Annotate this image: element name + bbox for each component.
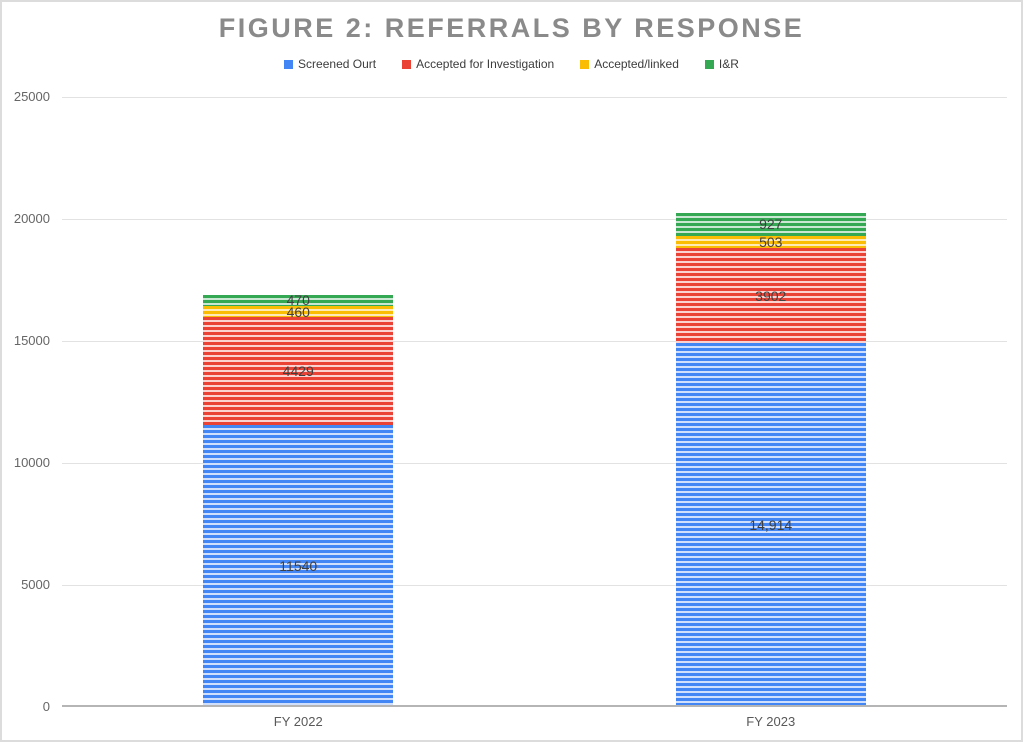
legend-label: Accepted/linked — [594, 57, 679, 71]
x-axis: FY 2022 FY 2023 — [62, 714, 1007, 738]
bar-segment-i-r-fy-2023: 927 — [675, 213, 866, 236]
legend-swatch-icon — [402, 59, 412, 69]
legend-swatch-icon — [704, 59, 714, 69]
legend-item-i-r: I&R — [704, 57, 739, 71]
bar-segment-accepted-for-investigation-fy-2023: 3902 — [675, 247, 866, 344]
gridline — [62, 462, 1007, 464]
legend-swatch-icon — [580, 59, 590, 69]
legend-item-accepted-for-investigation: Accepted for Investigation — [402, 58, 554, 70]
gridline — [62, 218, 1007, 220]
legend-item-screened-ourt: Screened Ourt — [284, 58, 376, 70]
gridline — [62, 96, 1007, 98]
segment-value-label: 11540 — [279, 558, 318, 575]
gridline — [62, 340, 1007, 342]
legend-label: Accepted for Investigation — [416, 57, 555, 71]
y-axis: 0 5000 10000 15000 20000 25000 — [2, 89, 50, 714]
bar-segment-accepted-linked-fy-2022: 460 — [203, 303, 394, 320]
segment-value-label: 3902 — [755, 287, 787, 304]
bar-fy-2023: 14,914 3902 503 927 — [675, 213, 866, 707]
legend-swatch-icon — [284, 59, 294, 69]
x-tick-label-fy-2022: FY 2022 — [273, 714, 323, 729]
gridline — [62, 584, 1007, 586]
x-axis-line — [62, 705, 1007, 707]
bar-segment-i-r-fy-2022: 470 — [203, 292, 394, 309]
plot-area: 11540 4429 460 470 14,914 3902 503 927 — [62, 96, 1007, 707]
y-tick-label: 0 — [42, 699, 50, 714]
bar-segment-screened-ourt-fy-2023: 14,914 — [675, 343, 866, 707]
y-tick-label: 15000 — [13, 333, 50, 348]
y-tick-label: 20000 — [13, 211, 50, 226]
bar-fy-2022: 11540 4429 460 470 — [203, 292, 394, 707]
chart-title: FIGURE 2: REFERRALS BY RESPONSE — [218, 13, 805, 43]
legend-item-accepted-linked: Accepted/linked — [580, 58, 679, 70]
y-tick-label: 10000 — [13, 455, 50, 470]
segment-value-label: 503 — [759, 233, 783, 250]
bar-segment-screened-ourt-fy-2022: 11540 — [203, 425, 394, 707]
segment-value-label: 14,914 — [749, 517, 793, 534]
segment-value-label: 460 — [286, 303, 310, 320]
legend: Screened Ourt Accepted for Investigation A… — [2, 58, 1021, 70]
legend-label: I&R — [718, 57, 739, 71]
y-tick-label: 5000 — [21, 577, 50, 592]
legend-label: Screened Ourt — [298, 57, 377, 71]
segment-value-label: 927 — [759, 216, 783, 233]
bar-segment-accepted-linked-fy-2023: 503 — [675, 233, 866, 250]
y-tick-label: 25000 — [13, 89, 50, 104]
segment-value-label: 4429 — [282, 363, 314, 380]
x-tick-label-fy-2023: FY 2023 — [746, 714, 796, 729]
bar-segment-accepted-for-investigation-fy-2022: 4429 — [203, 317, 394, 426]
segment-value-label: 470 — [286, 292, 310, 309]
